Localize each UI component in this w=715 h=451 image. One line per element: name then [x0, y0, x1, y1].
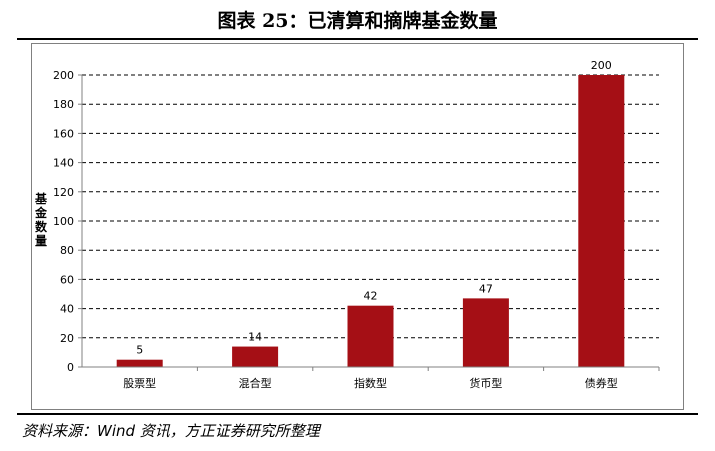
- y-tick-label: 40: [60, 303, 74, 316]
- y-axis: 0 20 40 60 80 100 120 140 160 180 200: [53, 69, 83, 374]
- y-tick-label: 100: [53, 215, 74, 228]
- y-tick-label: 80: [60, 244, 74, 257]
- x-tick-label: 指数型: [354, 376, 387, 390]
- y-tick-label: 200: [53, 69, 74, 82]
- bar: [116, 359, 163, 367]
- bar: [462, 298, 509, 367]
- bar: [347, 305, 394, 367]
- y-tick-label: 140: [53, 157, 74, 170]
- y-tick-label: 20: [60, 332, 74, 345]
- source-note: 资料来源：Wind 资讯，方正证券研究所整理: [22, 422, 320, 440]
- bottom-rule: [17, 413, 698, 415]
- bar: [578, 75, 625, 367]
- top-rule: [17, 38, 698, 40]
- y-axis-label: 基金数量: [34, 192, 47, 248]
- data-label: 14: [248, 331, 262, 344]
- y-tick-label: 180: [53, 98, 74, 111]
- x-tick-label: 货币型: [469, 376, 502, 390]
- data-label: 200: [591, 59, 612, 72]
- x-tick-label: 混合型: [239, 376, 272, 390]
- x-tick-label: 股票型: [123, 376, 156, 390]
- y-tick-label: 60: [60, 273, 74, 286]
- bars: 5 14 42 47 200: [116, 59, 625, 367]
- data-label: 5: [136, 344, 143, 357]
- y-tick-label: 0: [67, 361, 74, 374]
- y-tick-label: 160: [53, 127, 74, 140]
- data-label: 42: [364, 290, 378, 303]
- bar: [232, 346, 279, 367]
- x-axis: 股票型 混合型 指数型 货币型 债券型: [82, 366, 660, 390]
- data-label: 47: [479, 282, 493, 295]
- y-tick-label: 120: [53, 186, 74, 199]
- figure-title: 图表 25：已清算和摘牌基金数量: [217, 10, 498, 32]
- x-tick-label: 债券型: [585, 376, 618, 390]
